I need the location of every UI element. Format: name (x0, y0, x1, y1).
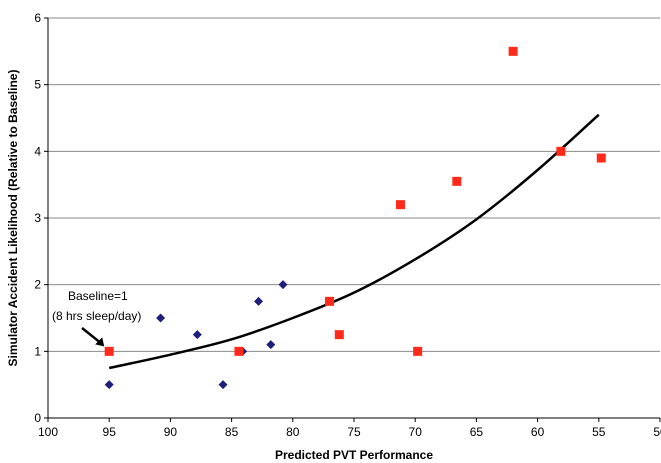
square-point (452, 176, 462, 186)
x-tick-label: 85 (225, 425, 239, 439)
y-tick-label: 6 (34, 11, 41, 25)
square-point (104, 346, 114, 356)
y-tick-label: 3 (34, 211, 41, 225)
tick-labels: 0 1 2 3 4 5 6 100 95 90 85 80 75 70 65 60 55 50 (34, 11, 661, 439)
annotation-arrow-head (95, 337, 105, 347)
square-point (413, 346, 423, 356)
y-axis-title: Simulator Accident Likelihood (Relative … (6, 70, 20, 367)
grid-lines (48, 17, 660, 352)
x-tick-label: 50 (653, 425, 661, 439)
annotation-line-1: Baseline=1 (68, 289, 128, 303)
annotation-line-2: (8 hrs sleep/day) (52, 309, 141, 323)
y-tick-label: 5 (34, 78, 41, 92)
x-tick-label: 95 (103, 425, 117, 439)
trendline (108, 113, 600, 370)
data-points (104, 46, 606, 390)
annotation: Baseline=1 (8 hrs sleep/day) (52, 289, 141, 347)
diamond-point (104, 380, 114, 390)
diamond-point (192, 330, 202, 340)
y-tick-label: 1 (34, 344, 41, 358)
y-tick-label: 4 (34, 144, 41, 158)
square-point (596, 153, 606, 163)
diamond-point (266, 340, 276, 350)
square-point (325, 296, 335, 306)
x-tick-label: 55 (592, 425, 606, 439)
x-tick-label: 65 (470, 425, 484, 439)
diamond-point (278, 280, 288, 290)
x-tick-label: 90 (164, 425, 178, 439)
square-point (508, 46, 518, 56)
square-point (334, 330, 344, 340)
axes (44, 17, 661, 422)
x-axis-title: Predicted PVT Performance (275, 448, 433, 462)
diamond-point (254, 296, 264, 306)
x-tick-label: 70 (409, 425, 423, 439)
x-tick-label: 100 (38, 425, 58, 439)
x-tick-label: 75 (347, 425, 361, 439)
trendline-layer (108, 113, 600, 370)
square-point (556, 146, 566, 156)
y-tick-label: 2 (34, 278, 41, 292)
annotation-arrow-line (81, 327, 102, 345)
square-point (396, 200, 406, 210)
square-point (234, 346, 244, 356)
diamond-point (218, 380, 228, 390)
y-tick-label: 0 (34, 411, 41, 425)
x-tick-label: 80 (286, 425, 300, 439)
diamond-point (156, 313, 166, 323)
x-tick-label: 60 (531, 425, 545, 439)
